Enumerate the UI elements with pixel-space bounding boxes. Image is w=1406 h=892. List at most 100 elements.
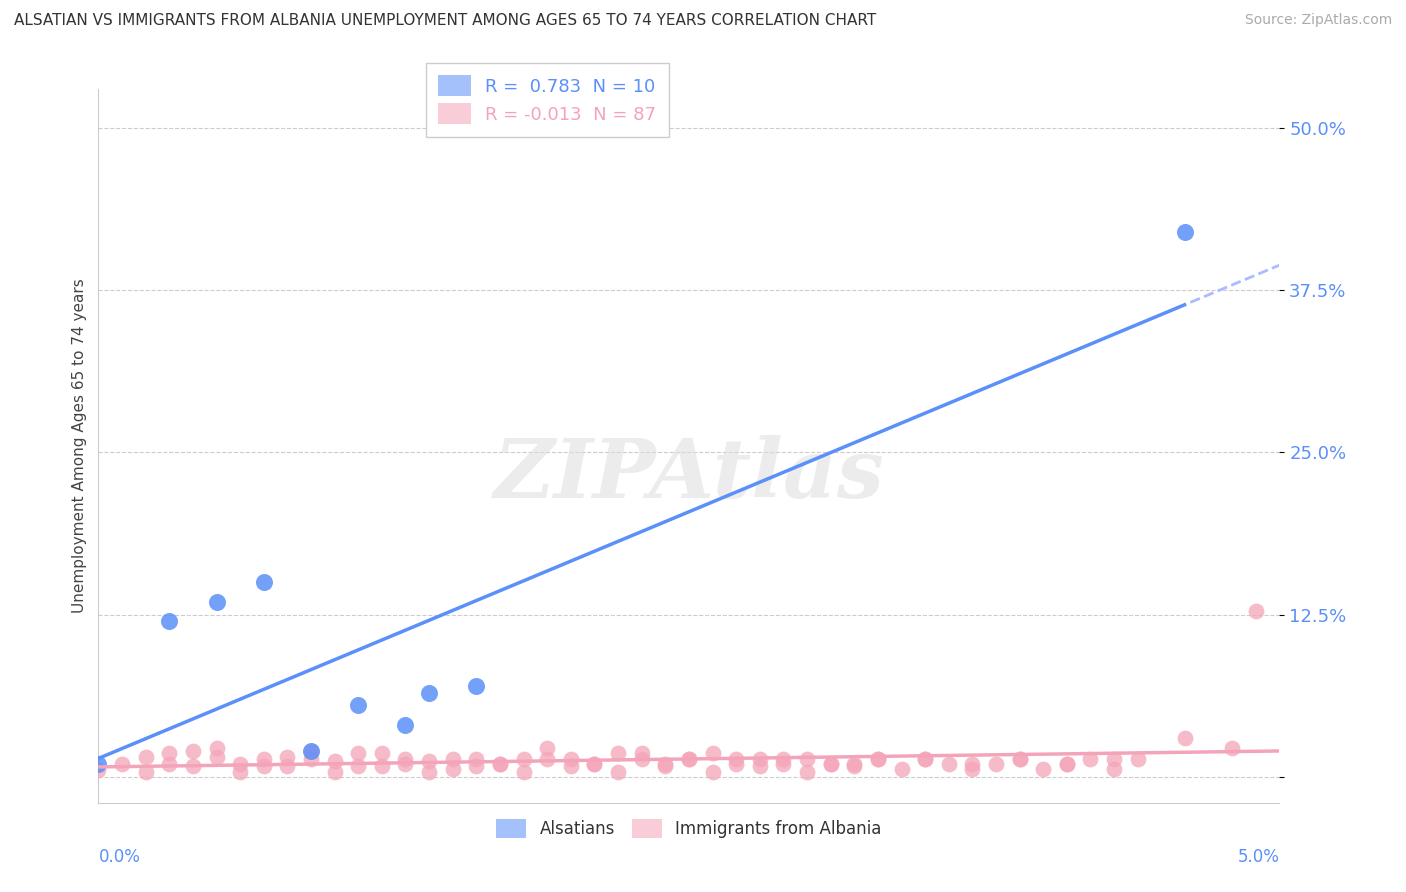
Point [844,759,866,773]
Point [87,756,110,771]
Point [347,747,370,761]
Point [394,718,416,732]
Point [418,764,440,779]
Point [418,685,440,699]
Point [1102,762,1125,776]
Point [465,752,488,766]
Point [536,741,558,756]
Point [772,756,794,771]
Point [441,752,464,766]
Point [725,752,748,766]
Point [1056,756,1078,771]
Point [371,759,394,773]
Point [276,750,298,764]
Point [418,754,440,768]
Point [205,595,228,609]
Point [1056,756,1078,771]
Point [512,764,534,779]
Point [962,756,984,771]
Point [536,752,558,766]
Point [299,752,322,766]
Point [157,756,180,771]
Point [844,756,866,771]
Point [560,752,582,766]
Point [394,752,416,766]
Point [772,752,794,766]
Point [1220,741,1243,756]
Point [253,759,276,773]
Point [465,759,488,773]
Point [181,759,204,773]
Point [157,614,180,628]
Point [323,754,346,768]
Point [299,744,322,758]
Point [205,741,228,756]
Text: ALSATIAN VS IMMIGRANTS FROM ALBANIA UNEMPLOYMENT AMONG AGES 65 TO 74 YEARS CORRE: ALSATIAN VS IMMIGRANTS FROM ALBANIA UNEM… [14,13,876,29]
Point [1080,752,1102,766]
Point [654,756,676,771]
Point [583,756,606,771]
Point [1008,752,1031,766]
Point [323,764,346,779]
Point [914,752,936,766]
Point [135,750,157,764]
Text: 5.0%: 5.0% [1237,848,1279,866]
Point [984,756,1007,771]
Point [229,756,252,771]
Point [914,752,936,766]
Point [205,750,228,764]
Point [607,747,630,761]
Point [181,744,204,758]
Point [489,756,512,771]
Point [347,759,370,773]
Point [299,744,322,758]
Point [796,752,818,766]
Text: ZIPAtlas: ZIPAtlas [494,434,884,515]
Point [1126,752,1149,766]
Legend: Alsatians, Immigrants from Albania: Alsatians, Immigrants from Albania [489,812,889,845]
Point [229,764,252,779]
Point [1174,225,1197,239]
Point [678,752,700,766]
Point [157,747,180,761]
Point [135,764,157,779]
Point [560,759,582,773]
Point [702,764,724,779]
Point [253,575,276,590]
Point [276,759,298,773]
Point [890,762,912,776]
Point [796,764,818,779]
Point [465,679,488,693]
Point [512,752,534,766]
Point [489,756,512,771]
Point [253,752,276,766]
Point [630,752,652,766]
Point [607,764,630,779]
Point [702,747,724,761]
Point [748,752,770,766]
Point [111,756,134,771]
Point [347,698,370,713]
Point [748,759,770,773]
Point [654,759,676,773]
Point [866,752,889,766]
Point [1174,731,1197,745]
Point [820,756,842,771]
Point [1244,604,1267,618]
Point [678,752,700,766]
Point [630,747,652,761]
Point [820,756,842,771]
Point [441,762,464,776]
Text: Source: ZipAtlas.com: Source: ZipAtlas.com [1244,13,1392,28]
Point [866,752,889,766]
Point [583,756,606,771]
Point [938,756,960,771]
Point [87,764,110,778]
Text: 0.0%: 0.0% [98,848,141,866]
Point [962,762,984,776]
Point [394,756,416,771]
Point [1008,752,1031,766]
Y-axis label: Unemployment Among Ages 65 to 74 years: Unemployment Among Ages 65 to 74 years [72,278,87,614]
Point [1102,752,1125,766]
Point [371,747,394,761]
